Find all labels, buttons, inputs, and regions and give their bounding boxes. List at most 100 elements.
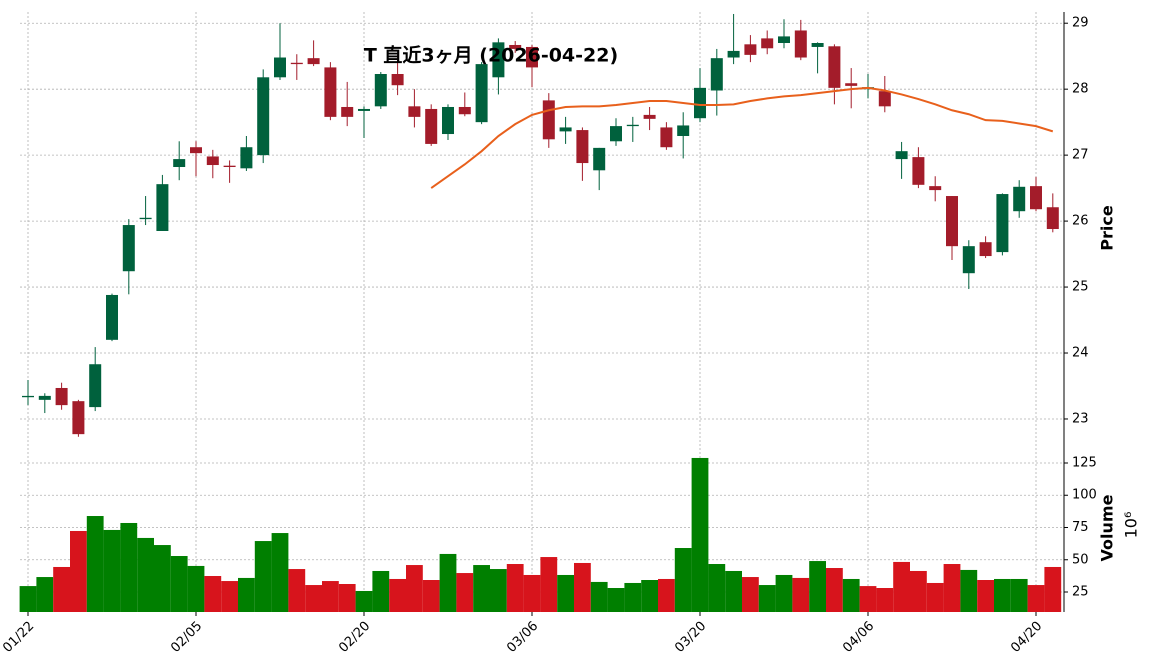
volume-bar xyxy=(70,530,87,612)
y-tick-label: 75 xyxy=(1072,520,1089,535)
candle-body xyxy=(458,106,471,115)
candle-body xyxy=(139,217,152,220)
volume-bar xyxy=(473,565,490,612)
volume-bar xyxy=(809,561,826,612)
volume-bar xyxy=(422,580,440,612)
volume-bar xyxy=(389,578,406,612)
y-tick-label: 29 xyxy=(1072,16,1089,31)
price-axis-label: Price xyxy=(1098,205,1117,251)
volume-bar xyxy=(876,588,894,612)
candle-body xyxy=(576,130,589,164)
volume-bar xyxy=(994,578,1011,612)
volume-bar xyxy=(1010,578,1028,612)
x-tick-label: 03/20 xyxy=(672,619,709,656)
volume-bar xyxy=(540,557,558,612)
x-tick-label: 03/06 xyxy=(504,619,541,656)
y-tick-label: 100 xyxy=(1072,488,1097,503)
volume-bar xyxy=(254,541,272,612)
volume-bar xyxy=(708,564,726,612)
candle-body xyxy=(240,147,253,169)
candle-body xyxy=(626,124,639,127)
y-tick-label: 24 xyxy=(1072,346,1089,361)
volume-bar xyxy=(574,562,591,612)
candle-body xyxy=(106,294,118,340)
candle-body xyxy=(324,67,337,117)
candle-body xyxy=(727,50,740,58)
candle-body xyxy=(1013,186,1026,212)
candle-body xyxy=(1030,186,1042,210)
candle-body xyxy=(72,401,85,435)
candle-body xyxy=(38,395,51,400)
volume-bar xyxy=(775,574,793,612)
candle-body xyxy=(794,30,807,58)
volume-bar xyxy=(842,578,860,612)
candle-body xyxy=(828,46,841,88)
candle-body xyxy=(274,57,286,78)
x-tick-label: 02/05 xyxy=(168,619,205,656)
volume-bar xyxy=(658,578,675,612)
candle-body xyxy=(979,242,992,257)
candle-body xyxy=(895,151,908,160)
candle-body xyxy=(744,44,757,55)
y-tick-label: 28 xyxy=(1072,82,1089,97)
volume-bar xyxy=(590,581,608,612)
volume-bar xyxy=(372,570,390,612)
volume-bar xyxy=(960,569,978,612)
candle-body xyxy=(55,387,68,406)
candle-body xyxy=(946,196,958,247)
volume-bar xyxy=(103,529,121,612)
candle-body xyxy=(593,147,606,171)
volume-bar xyxy=(742,577,759,612)
x-tick-label: 02/20 xyxy=(336,619,373,656)
volume-bar xyxy=(271,533,289,612)
candle-body xyxy=(1046,207,1059,230)
x-tick-label: 04/20 xyxy=(1008,619,1045,656)
candle-body xyxy=(156,184,169,231)
y-tick-label: 23 xyxy=(1072,411,1089,426)
volume-bar xyxy=(691,457,709,612)
volume-bar xyxy=(977,580,994,612)
candle-body xyxy=(391,74,404,86)
volume-bar xyxy=(137,537,154,612)
volume-bar xyxy=(557,574,574,612)
volume-bar xyxy=(910,570,927,612)
candle-body xyxy=(677,125,690,137)
candle-body xyxy=(761,38,774,49)
volume-axis-label: Volume xyxy=(1098,494,1117,561)
marks: 23 24 25 26 27 28 29 25 50 75 100 125 01/22 02/05 02/2… xyxy=(0,12,1097,656)
candle-body xyxy=(22,395,34,398)
candle-body xyxy=(89,364,102,408)
candle-body xyxy=(341,106,354,117)
candle-body xyxy=(190,147,202,154)
y-tick-label: 26 xyxy=(1072,214,1089,229)
moving-average-line xyxy=(430,86,1054,189)
volume-bar xyxy=(826,568,843,612)
volume-bar xyxy=(36,577,54,612)
volume-bar xyxy=(674,548,692,612)
volume-bar xyxy=(1044,566,1062,612)
candle-body xyxy=(173,159,186,168)
volume-bar xyxy=(338,584,356,612)
candle-body xyxy=(694,87,706,119)
volume-bar xyxy=(238,577,255,612)
candle-body xyxy=(559,127,572,132)
volume-bar xyxy=(120,522,138,612)
candle-body xyxy=(257,77,270,156)
volume-bar xyxy=(19,586,37,612)
candle-body xyxy=(206,156,219,166)
volume-bar xyxy=(204,576,222,612)
candle-body xyxy=(492,42,505,78)
volume-bar xyxy=(154,545,171,612)
volume-bar xyxy=(187,565,205,612)
volume-bar xyxy=(170,556,188,612)
y-tick-label: 27 xyxy=(1072,148,1089,163)
volume-bar xyxy=(859,586,877,612)
chart-title: T 直近3ヶ月 (2026-04-22) xyxy=(364,44,618,67)
volume-bar xyxy=(792,577,810,612)
candle-body xyxy=(610,126,622,142)
candle-body xyxy=(845,83,858,86)
volume-bar xyxy=(624,582,642,612)
candle-body xyxy=(307,58,320,65)
y-tick-label: 25 xyxy=(1072,280,1089,295)
candle-body xyxy=(929,186,942,191)
